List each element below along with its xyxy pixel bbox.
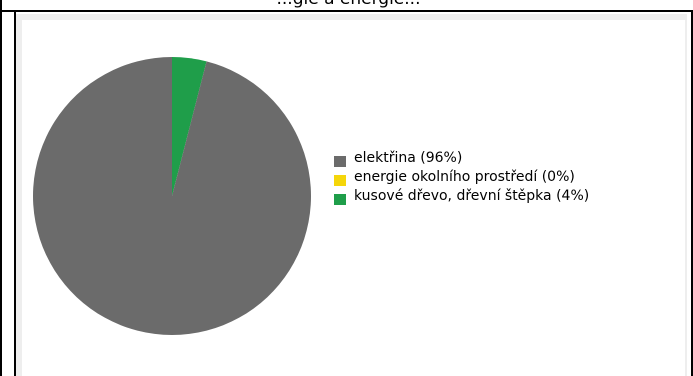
pie-chart — [32, 57, 311, 335]
legend-label-electricity: elektřina (96%) — [354, 150, 463, 166]
inner-border — [14, 12, 16, 376]
legend-item-electricity: elektřina (96%) — [334, 150, 664, 167]
legend-swatch-wood — [334, 194, 346, 205]
plot-area: elektřina (96%) energie okolního prostře… — [22, 20, 685, 376]
slice-electricity — [32, 57, 311, 335]
legend-item-ambient-energy: energie okolního prostředí (0%) — [334, 169, 664, 186]
legend-swatch-electricity — [334, 156, 346, 167]
legend: elektřina (96%) energie okolního prostře… — [334, 150, 664, 209]
chart-title: ...gie a energie... — [2, 0, 693, 10]
legend-label-ambient-energy: energie okolního prostředí (0%) — [354, 169, 575, 185]
legend-swatch-ambient-energy — [334, 175, 346, 186]
slice-wood — [172, 57, 207, 196]
legend-label-wood: kusové dřevo, dřevní štěpka (4%) — [354, 188, 590, 204]
legend-item-wood: kusové dřevo, dřevní štěpka (4%) — [334, 188, 664, 205]
chart-title-band: ...gie a energie... — [2, 0, 693, 12]
pie-slices — [32, 57, 311, 335]
